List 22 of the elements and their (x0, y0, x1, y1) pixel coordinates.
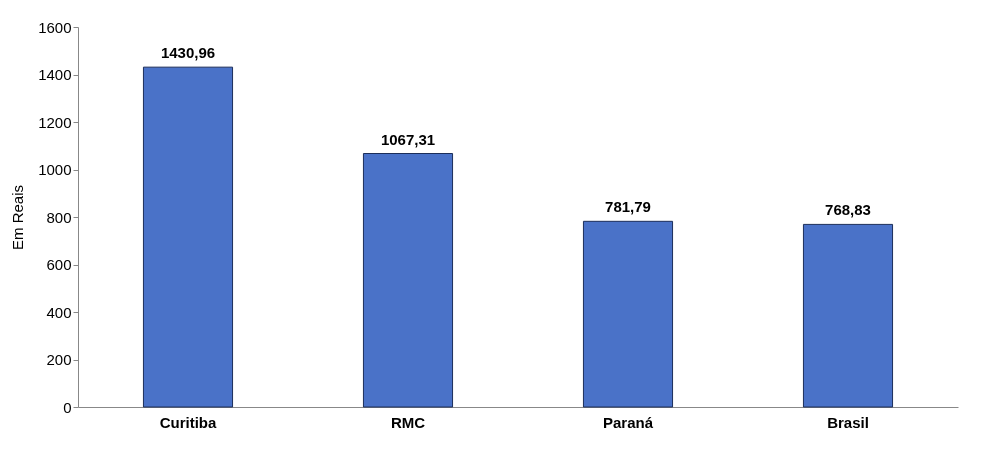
y-tick-label: 0 (63, 398, 72, 416)
data-label: 768,83 (825, 201, 871, 219)
y-tick-label: 1400 (38, 66, 72, 83)
y-axis-title: Em Reais (9, 184, 27, 251)
y-tick-label: 800 (46, 208, 72, 226)
y-tick-label: 1600 (38, 18, 72, 36)
x-tick-label: Brasil (827, 413, 869, 431)
y-tick-label: 1200 (38, 113, 72, 131)
y-tick-label: 200 (46, 351, 72, 368)
data-label: 781,79 (605, 198, 651, 216)
bar (362, 153, 454, 408)
y-tick-label: 600 (46, 256, 72, 273)
data-label: 1067,31 (380, 130, 436, 148)
bar (582, 220, 674, 408)
bar (802, 223, 894, 408)
y-tick-label: 400 (46, 303, 72, 321)
data-label: 1430,96 (160, 44, 216, 62)
bar (142, 66, 234, 408)
x-tick-label: RMC (390, 413, 426, 431)
x-tick-label: Paraná (602, 413, 654, 431)
y-tick-label: 1000 (38, 161, 72, 178)
x-tick-label: Curitiba (159, 413, 217, 431)
